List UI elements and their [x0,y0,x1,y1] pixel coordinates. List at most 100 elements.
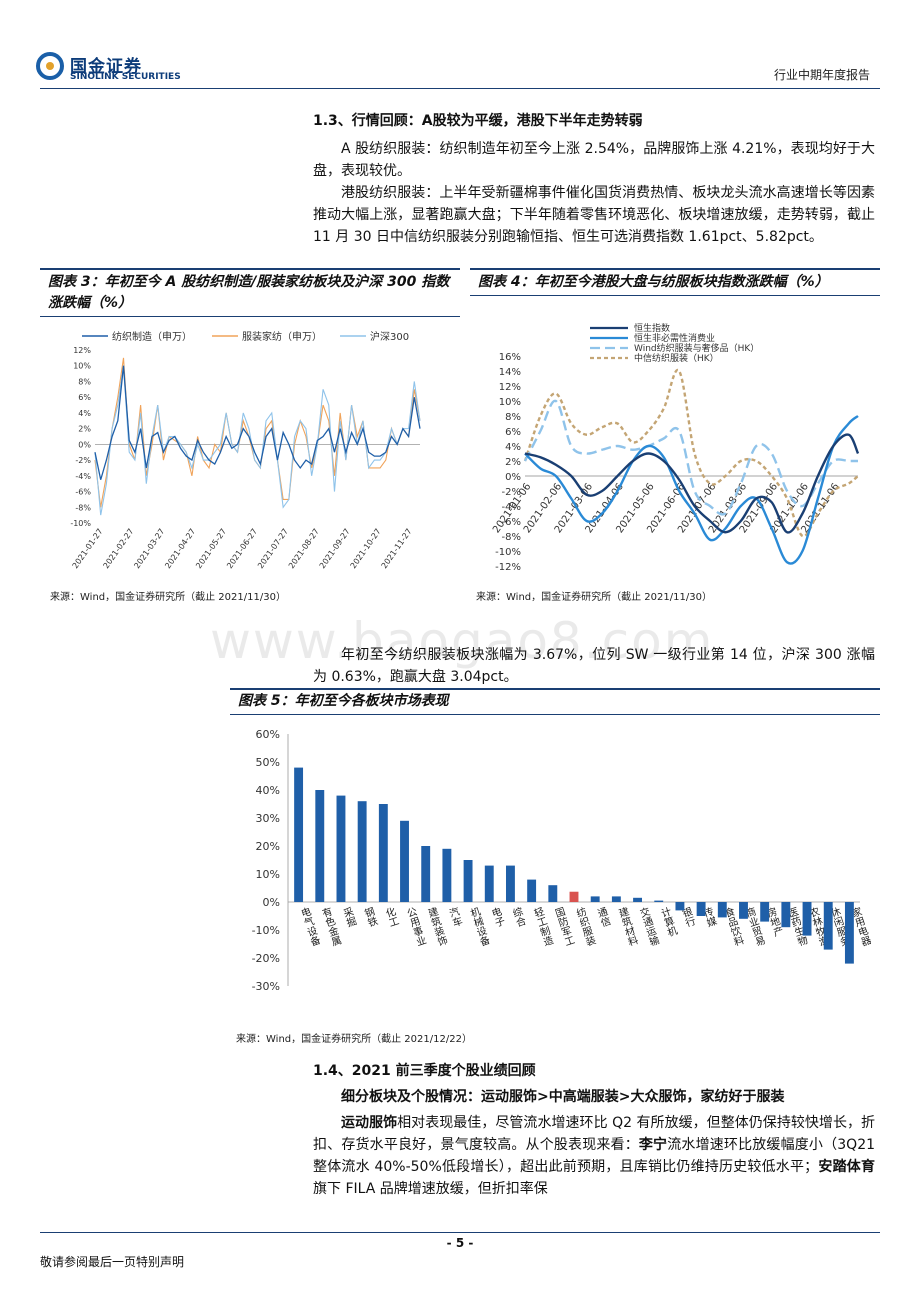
fig5-category-label: 综合 [509,905,527,930]
fig4-ytick-label: 8% [505,412,521,423]
kw-lining: 李宁 [638,1137,668,1153]
fig3-series-line [94,365,421,516]
fig5-top-rule [230,688,880,690]
fig5-bar [463,860,473,902]
fig4-ytick-label: 2% [505,457,521,468]
fig3-title: 图表 3：年初至今 A 股纺织制造/服装家纺板块及沪深 300 指数涨跌幅（%） [48,274,450,311]
fig5-category-label: 钢铁 [361,905,379,930]
fig5-category-label: 建筑装饰 [424,905,448,949]
fig3-ytick-label: 10% [73,362,91,371]
fig5-bars [294,767,854,964]
fig5-bar [675,902,685,911]
fig5-category-label: 国防军工 [552,906,576,948]
text-anta: 旗下 FILA 品牌增速放缓，但折扣率保 [313,1181,548,1197]
fig5-bar [611,896,621,902]
fig5-ytick-label: 20% [256,840,280,853]
fig5-bar [802,902,812,936]
fig4-ytick-label: 4% [505,442,521,453]
fig5-ytick-label: 30% [256,812,280,825]
fig4-ytick-label: 6% [505,427,521,438]
fig4-ytick-label: -6% [502,517,521,528]
fig5-category-label: 计算机 [657,905,678,939]
fig3-bottom-rule [40,316,460,317]
fig3-xtick-label: 2021-01-27 [71,527,105,570]
fig3-ytick-label: 12% [73,346,91,355]
fig5-bar [357,801,367,902]
fig3-ytick-label: -2% [75,456,91,465]
fig4-legend-label: 恒生非必需性消费业 [634,332,715,344]
fig5-bar [527,879,537,902]
fig5-bottom-rule [230,714,880,715]
fig3-ytick-label: -4% [75,472,91,481]
fig3-ytick-label: -6% [75,488,91,497]
fig4-ytick-label: 16% [499,352,521,363]
fig3-ytick-label: 8% [78,377,91,386]
footer-divider [40,1232,880,1233]
report-type: 行业中期年度报告 [773,68,870,82]
fig5-ytick-label: -10% [252,924,280,937]
fig5-ytick-label: -20% [252,952,280,965]
fig3-xtick-label: 2021-10-27 [349,527,383,570]
section-subtitle: 细分板块及个股情况：运动服饰>中高端服装>大众服饰，家纺好于服装 [341,1089,785,1105]
fig4-ytick-label: -2% [502,487,521,498]
fig5-category-label: 轻工制造 [530,905,554,948]
fig3-xtick-label: 2021-08-27 [287,527,321,570]
fig3-lines [94,357,421,516]
fig5-title: 图表 5：年初至今各板块市场表现 [238,693,449,709]
fig5-bar [505,865,515,902]
fig4-ytick-label: 12% [499,382,521,393]
fig5-category-label: 电气设备 [297,905,321,949]
fig5-source: 来源：Wind，国金证券研究所（截止 2021/12/22） [236,1034,472,1045]
fig5-ytick-label: -30% [252,980,280,993]
fig5-category-label: 化工 [382,905,400,929]
page-number: - 5 - [446,1236,474,1250]
fig3-xtick-label: 2021-03-27 [132,527,166,570]
fig5-bar [421,846,431,902]
fig4-chart: 恒生指数恒生非必需性消费业Wind纺织服装与奢侈品（HK）中信纺织服装（HK） … [491,322,860,573]
fig5-category-label: 汽车 [445,905,463,930]
fig3-chart: 纺织制造（申万） 服装家纺（申万） 沪深300 12% 10% 8% 6% 4% 2% 0% -2… [70,330,421,570]
watermark: www.baogao8.com [210,612,715,670]
fig3-xtick-label: 2021-02-27 [101,527,135,570]
fig3-ytick-label: 0% [78,440,91,449]
kw-sportswear: 运动服饰 [341,1115,398,1131]
fig3-legend-label: 服装家纺（申万） [242,330,322,343]
fig4-series-line [524,415,859,565]
fig5-bar [400,820,409,902]
fig4-top-rule [470,268,880,270]
fig5-bar [739,902,748,919]
paragraph-sportswear: 运动服饰相对表现最佳，尽管流水增速环比 Q2 有所放缓，但整体仍保持较快增长，折… [313,1112,875,1200]
fig3-ytick-label: 2% [78,425,91,434]
fig4-ytick-label: -8% [502,532,521,543]
fig5-category-label: 电子 [488,905,506,929]
fig4-lines [523,368,860,565]
fig5-bar [590,896,600,902]
fig5-ytick-label: 10% [256,868,280,881]
fig5-bar [484,865,494,902]
fig5-bar [315,790,325,902]
logo-text-cn: 国金证券 [70,57,142,77]
section-title-1-3: 1.3、行情回顾：A股较为平缓，港股下半年走势转弱 [313,113,643,129]
fig4-series-line [523,368,859,538]
fig5-bar [378,804,388,902]
fig5-category-label: 纺织服装 [572,905,596,949]
fig5-bar [336,795,346,902]
fig4-ytick-label: -10% [495,547,521,558]
fig4-ytick-label: -12% [495,562,521,573]
fig5-category-label: 有色金属 [318,905,342,949]
header-divider [40,88,880,89]
fig4-legend-label: 恒生指数 [634,322,670,334]
fig4-source: 来源：Wind，国金证券研究所（截止 2021/11/30） [476,592,712,603]
kw-anta: 安踏体育 [818,1159,875,1175]
fig5-category-label: 交通运输 [636,905,660,949]
fig3-source: 来源：Wind，国金证券研究所（截止 2021/11/30） [50,592,286,603]
fig4-ytick-label: 10% [499,397,521,408]
fig3-ytick-label: -10% [70,519,91,528]
fig5-ytick-label: 0% [263,896,280,909]
fig5-bar [696,902,706,916]
fig5-bar [548,885,558,902]
fig5-ytick-label: 60% [256,728,280,741]
fig3-top-rule [40,268,460,270]
fig3-xtick-label: 2021-11-27 [380,527,414,570]
section-title-1-4: 1.4、2021 前三季度个股业绩回顾 [313,1063,536,1079]
